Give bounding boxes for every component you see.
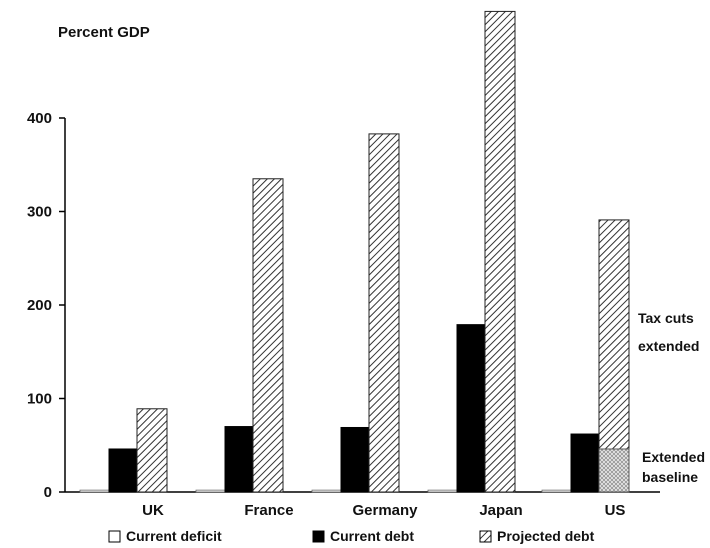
legend-item-current-debt: Current debt <box>312 528 414 544</box>
bar-projected-debt-germany <box>368 133 400 493</box>
annotation-tax-cuts: Tax cuts extended <box>638 310 699 354</box>
bar-current-debt-france <box>224 426 256 493</box>
legend-swatch-current-deficit <box>108 530 121 543</box>
legend-item-projected-debt: Projected debt <box>479 528 595 544</box>
legend-swatch-projected-debt <box>479 530 492 543</box>
x-category-label-france: France <box>244 502 293 519</box>
bar-current-deficit-germany <box>311 489 343 493</box>
x-category-label-us: US <box>605 502 626 519</box>
annotation-baseline-line-2: baseline <box>642 469 698 485</box>
category-labels: UK France Germany Japan US <box>142 502 625 519</box>
bar-projected-debt-france <box>252 178 284 493</box>
bar-projected-debt-japan <box>484 10 516 493</box>
bar-extended-baseline-us <box>598 448 630 493</box>
bar-projected-debt-uk <box>136 408 168 493</box>
legend-label-current-debt: Current debt <box>330 528 414 544</box>
y-tick-label-0: 0 <box>44 484 52 501</box>
bar-current-debt-germany <box>340 426 372 493</box>
legend-swatch-current-debt <box>312 530 325 543</box>
x-category-label-germany: Germany <box>352 502 418 519</box>
y-tick-label-200: 200 <box>27 297 52 314</box>
bar-current-debt-uk <box>108 448 140 493</box>
y-tick-label-100: 100 <box>27 391 52 408</box>
y-ticks: 0 100 200 300 400 <box>27 110 65 501</box>
bar-current-debt-us <box>570 433 602 493</box>
bar-current-deficit-us <box>541 489 573 493</box>
legend: Current deficit Current debt Projected d… <box>108 528 595 544</box>
bar-current-deficit-japan <box>427 489 459 493</box>
bar-current-deficit-uk <box>79 489 111 493</box>
x-category-label-uk: UK <box>142 502 164 519</box>
y-tick-label-300: 300 <box>27 204 52 221</box>
annotation-baseline-line-1: Extended <box>642 449 705 465</box>
y-axis-unit-label: Percent GDP <box>58 24 150 41</box>
bars <box>79 10 630 493</box>
legend-item-current-deficit: Current deficit <box>108 528 222 544</box>
x-category-label-japan: Japan <box>479 502 522 519</box>
annotation-baseline: Extended baseline <box>642 449 705 485</box>
bar-current-deficit-france <box>195 489 227 493</box>
bar-current-debt-japan <box>456 324 488 493</box>
y-tick-label-400: 400 <box>27 110 52 127</box>
annotation-tax-cuts-line-1: Tax cuts <box>638 310 694 326</box>
legend-label-current-deficit: Current deficit <box>126 528 222 544</box>
annotation-tax-cuts-line-2: extended <box>638 338 699 354</box>
legend-label-projected-debt: Projected debt <box>497 528 595 544</box>
